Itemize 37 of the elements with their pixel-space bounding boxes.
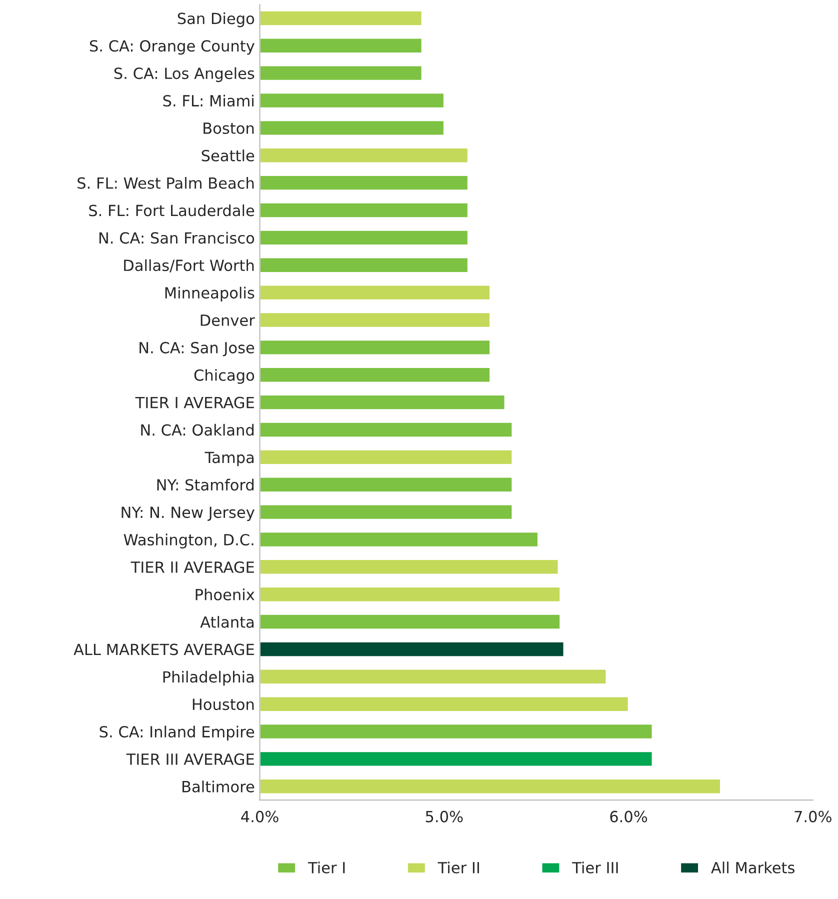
legend-label: Tier I <box>308 862 345 874</box>
y-tick-label: N. CA: San Francisco <box>99 232 254 244</box>
y-tick-label: Phoenix <box>196 588 254 600</box>
legend-label: All Markets <box>711 862 794 874</box>
y-tick-label: Philadelphia <box>163 670 254 686</box>
y-tick-label: Chicago <box>194 369 254 384</box>
y-tick-label: NY: Stamford <box>157 478 254 491</box>
y-tick-label: Dallas/Fort Worth <box>124 259 254 272</box>
x-tick-label: 7.0% <box>794 810 832 822</box>
x-tick-label: 5.0% <box>426 810 463 822</box>
y-tick-label: S. CA: Orange County <box>90 40 254 55</box>
x-tick-label: 6.0% <box>610 810 648 822</box>
y-tick-label: Washington, D.C. <box>124 534 254 548</box>
y-tick-label: N. CA: Oakland <box>141 424 254 436</box>
y-tick-label: S. FL: Fort Lauderdale <box>89 204 254 216</box>
y-tick-label: Minneapolis <box>165 286 254 302</box>
y-tick-label: S. CA: Inland Empire <box>100 726 254 741</box>
y-tick-label: ALL MARKETS AVERAGE <box>74 644 254 656</box>
y-tick-label: Houston <box>192 698 254 710</box>
y-tick-label: Boston <box>204 122 254 134</box>
y-tick-label: San Diego <box>178 12 254 28</box>
y-tick-label: NY: N. New Jersey <box>122 506 254 522</box>
y-tick-label: Baltimore <box>182 780 254 792</box>
y-tick-label: Seattle <box>202 150 254 162</box>
legend-label: Tier III <box>572 862 618 874</box>
y-tick-label: S. FL: West Palm Beach <box>78 177 254 189</box>
legend-label: Tier II <box>438 862 479 874</box>
y-tick-label: S. CA: Los Angeles <box>114 67 254 82</box>
y-tick-label: TIER III AVERAGE <box>126 753 254 765</box>
y-tick-label: TIER I AVERAGE <box>135 396 254 408</box>
y-tick-label: Atlanta <box>200 616 254 628</box>
y-tick-label: S. FL: Miami <box>163 94 254 107</box>
y-tick-label: TIER II AVERAGE <box>130 561 254 573</box>
y-tick-label: Tampa <box>204 452 254 466</box>
x-tick-label: 4.0% <box>241 810 278 822</box>
y-tick-label: N. CA: San Jose <box>140 342 254 356</box>
y-tick-label: Denver <box>200 314 255 326</box>
